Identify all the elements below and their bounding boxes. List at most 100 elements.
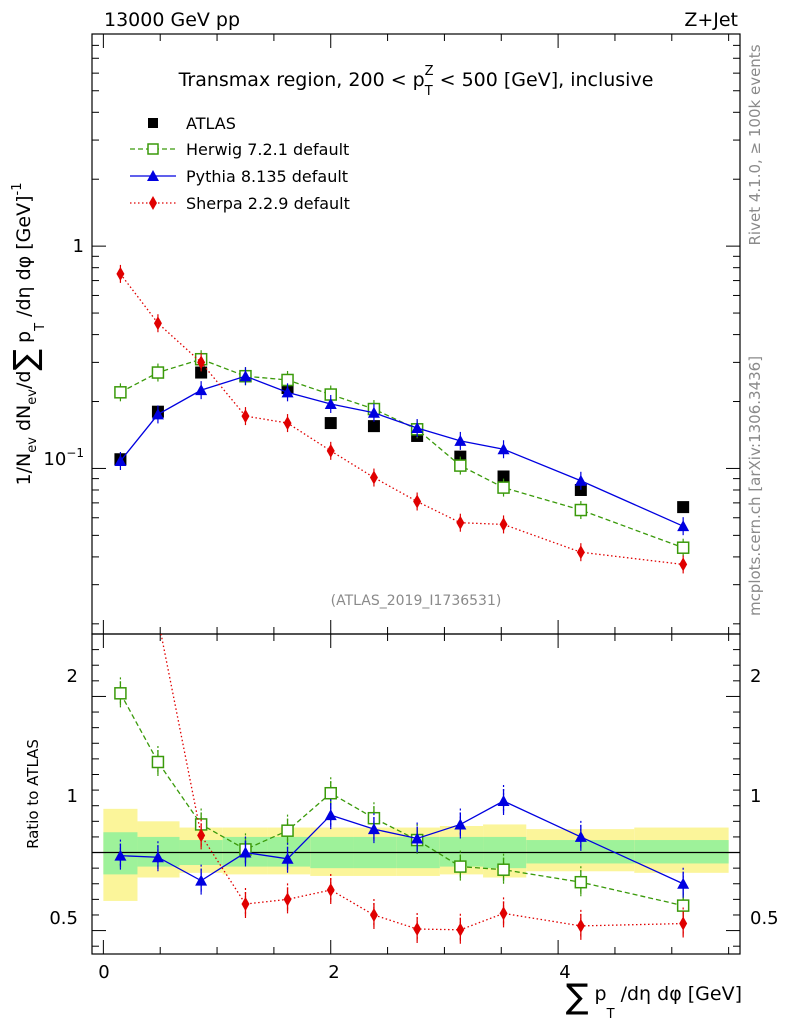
ratio-tick-label-right-0.5: 0.5 bbox=[750, 908, 779, 929]
analysis-watermark: (ATLAS_2019_I1736531) bbox=[331, 593, 502, 609]
legend-marker-herwig bbox=[147, 143, 159, 155]
point-sherpa-3 bbox=[241, 409, 250, 424]
ratio-point-pythia-8 bbox=[454, 818, 467, 830]
point-pythia-2 bbox=[195, 384, 208, 396]
ratio-y-axis-label: Ratio to ATLAS bbox=[24, 739, 42, 849]
point-sherpa-8 bbox=[456, 515, 465, 530]
ratio-point-pythia-9 bbox=[497, 795, 510, 807]
rivet-version-label: Rivet 4.1.0, ≥ 100k events bbox=[746, 44, 764, 245]
point-pythia-7 bbox=[411, 422, 424, 434]
ratio-line-pythia bbox=[120, 800, 684, 885]
ratio-point-pythia-6 bbox=[367, 823, 380, 835]
point-herwig-1 bbox=[151, 366, 165, 379]
point-pythia-8 bbox=[454, 434, 467, 446]
point-atlas-2 bbox=[195, 366, 208, 379]
point-pythia-11 bbox=[677, 520, 690, 532]
ratio-series bbox=[114, 611, 690, 946]
point-herwig-9 bbox=[497, 481, 510, 494]
point-sherpa-4 bbox=[283, 416, 292, 431]
point-sherpa-2 bbox=[197, 355, 206, 370]
point-atlas-5 bbox=[324, 417, 337, 430]
ratio-point-sherpa-9 bbox=[499, 906, 508, 921]
main-series bbox=[114, 264, 690, 574]
legend-item-sherpa: Sherpa 2.2.9 default bbox=[130, 194, 350, 213]
series-line-sherpa bbox=[119, 273, 684, 566]
header-left-label: 13000 GeV pp bbox=[104, 9, 240, 31]
ratio-point-herwig-9 bbox=[497, 863, 510, 876]
x-axis-label: ∑ pT /dη dφ [GeV] bbox=[566, 977, 742, 1022]
ratio-point-sherpa-2 bbox=[197, 828, 206, 843]
point-sherpa-1 bbox=[153, 316, 162, 331]
point-atlas-6 bbox=[367, 420, 380, 433]
point-pythia-5 bbox=[324, 397, 337, 409]
legend-item-pythia: Pythia 8.135 default bbox=[130, 167, 348, 186]
ratio-point-sherpa-7 bbox=[413, 922, 422, 937]
ratio-point-herwig-5 bbox=[324, 786, 337, 800]
ratio-plot-frame bbox=[91, 633, 741, 955]
legend-label-herwig: Herwig 7.2.1 default bbox=[186, 140, 349, 159]
point-pythia-9 bbox=[497, 443, 510, 455]
point-herwig-10 bbox=[574, 503, 588, 517]
point-sherpa-10 bbox=[576, 545, 585, 560]
point-pythia-3 bbox=[239, 370, 252, 382]
band-inner-10 bbox=[526, 840, 635, 864]
mcplots-label: mcplots.cern.ch [arXiv:1306.3436] bbox=[746, 356, 764, 616]
y-tick-label-1: 1 bbox=[73, 236, 84, 257]
point-pythia-6 bbox=[367, 406, 380, 418]
series-line-herwig bbox=[120, 358, 684, 549]
ratio-point-pythia-10 bbox=[574, 830, 587, 842]
ratio-point-pythia-1 bbox=[151, 851, 164, 863]
y-axis-label: 1/Nev dNev/d∑ pT /dη dφ [GeV]-1 bbox=[6, 183, 48, 486]
point-atlas-10 bbox=[574, 483, 587, 496]
legend-item-atlas: ATLAS bbox=[148, 114, 236, 133]
point-pythia-0 bbox=[114, 455, 127, 467]
legend-label-pythia: Pythia 8.135 default bbox=[186, 167, 348, 186]
point-sherpa-5 bbox=[326, 443, 335, 458]
point-sherpa-9 bbox=[499, 517, 508, 532]
ratio-point-pythia-4 bbox=[281, 852, 294, 864]
legend-label-atlas: ATLAS bbox=[186, 114, 236, 133]
ratio-point-herwig-1 bbox=[151, 755, 165, 769]
x-tick-label-0: 0 bbox=[98, 962, 109, 983]
ratio-point-herwig-11 bbox=[676, 899, 690, 912]
ratio-point-pythia-7 bbox=[411, 832, 424, 844]
point-herwig-11 bbox=[676, 541, 690, 554]
chart-title: Transmax region, 200 < pTZ < 500 [GeV], … bbox=[178, 64, 654, 99]
ratio-line-herwig bbox=[119, 693, 684, 907]
band-inner-11 bbox=[634, 840, 729, 864]
ratio-point-sherpa-6 bbox=[369, 907, 378, 922]
ratio-point-sherpa-3 bbox=[241, 897, 250, 912]
point-herwig-8 bbox=[454, 459, 467, 472]
ratio-tick-label-0.5: 0.5 bbox=[49, 908, 78, 929]
ratio-point-sherpa-1 bbox=[154, 611, 162, 625]
legend-item-herwig: Herwig 7.2.1 default bbox=[130, 140, 349, 159]
x-tick-label-2: 2 bbox=[328, 962, 339, 983]
ratio-point-pythia-11 bbox=[677, 877, 690, 889]
point-pythia-1 bbox=[151, 408, 164, 420]
legend-label-sherpa: Sherpa 2.2.9 default bbox=[186, 194, 350, 213]
ratio-point-pythia-2 bbox=[195, 874, 208, 886]
ratio-tick-label-right-2: 2 bbox=[750, 666, 761, 687]
ratio-point-pythia-0 bbox=[114, 849, 127, 861]
legend-marker-pythia bbox=[147, 170, 159, 181]
point-pythia-10 bbox=[574, 474, 587, 486]
point-pythia-4 bbox=[281, 386, 294, 398]
point-sherpa-6 bbox=[369, 470, 378, 485]
legend-marker-sherpa bbox=[149, 196, 157, 210]
ratio-point-sherpa-11 bbox=[679, 916, 688, 931]
ratio-point-sherpa-4 bbox=[283, 892, 292, 907]
ratio-point-sherpa-10 bbox=[576, 918, 585, 933]
point-sherpa-7 bbox=[413, 494, 422, 509]
ratio-line-sherpa bbox=[160, 634, 684, 931]
legend: ATLAS Herwig 7.2.1 default Pythia 8.135 … bbox=[130, 114, 350, 213]
series-line-pythia bbox=[119, 375, 684, 527]
point-sherpa-0 bbox=[116, 266, 125, 281]
ratio-point-pythia-5 bbox=[324, 809, 337, 821]
header-right-label: Z+Jet bbox=[684, 9, 738, 31]
ratio-point-herwig-10 bbox=[574, 875, 588, 889]
x-tick-label-4: 4 bbox=[559, 962, 570, 983]
ratio-point-herwig-0 bbox=[114, 687, 127, 700]
ratio-point-sherpa-8 bbox=[456, 922, 465, 937]
point-atlas-9 bbox=[497, 470, 510, 483]
